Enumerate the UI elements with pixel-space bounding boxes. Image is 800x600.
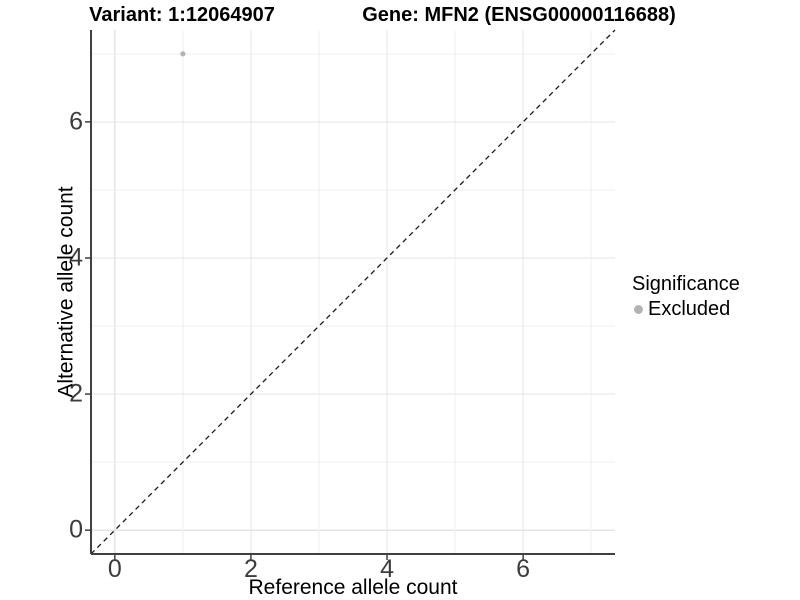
x-tick-label: 2 xyxy=(243,555,258,583)
legend-item-label: Excluded xyxy=(648,298,731,320)
x-tick-label: 4 xyxy=(380,555,394,583)
y-tick-label: 6 xyxy=(69,107,83,136)
x-axis-tick-labels: 0 2 4 6 xyxy=(91,557,615,583)
y-tick-label: 4 xyxy=(69,243,83,272)
y-axis-tick-labels: 0 2 4 6 xyxy=(0,30,84,554)
y-axis-title: Alternative allele count xyxy=(54,186,78,398)
plot-area xyxy=(85,29,616,560)
legend-item-excluded: Excluded xyxy=(632,298,740,321)
gene-title: Gene: MFN2 (ENSG00000116688) xyxy=(362,4,676,26)
y-tick-label: 0 xyxy=(69,515,83,544)
excluded-point-marker-icon xyxy=(634,305,643,314)
x-tick-label: 6 xyxy=(516,555,531,583)
y-tick-label: 2 xyxy=(69,379,83,408)
variant-title: Variant: 1:12064907 xyxy=(89,4,275,26)
x-tick-label: 0 xyxy=(107,555,122,583)
data-point xyxy=(180,51,186,57)
x-axis-title: Reference allele count xyxy=(248,576,458,599)
legend: Significance Excluded xyxy=(632,272,740,321)
legend-title: Significance xyxy=(632,273,740,295)
